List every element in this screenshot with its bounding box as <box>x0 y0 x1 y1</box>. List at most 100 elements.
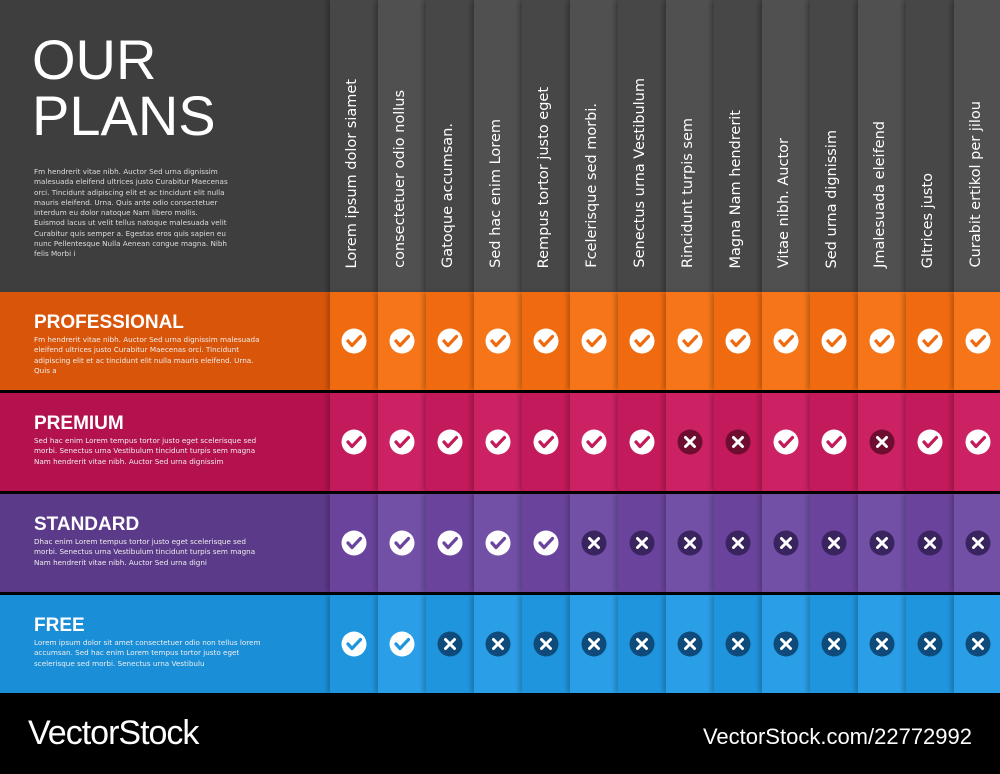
plan-description: Lorem ipsum dolor sit amet consectetuer … <box>34 638 261 668</box>
check-icon <box>629 429 655 455</box>
plan-info <box>0 292 330 390</box>
cell <box>762 393 810 491</box>
cell <box>618 292 666 390</box>
check-icon <box>917 429 943 455</box>
cross-icon <box>437 631 463 657</box>
cross-icon <box>725 429 751 455</box>
check-icon <box>341 631 367 657</box>
cell <box>330 494 378 592</box>
cell <box>330 393 378 491</box>
cell <box>810 595 858 693</box>
cross-icon <box>965 530 991 556</box>
cell <box>858 292 906 390</box>
plan-row: PROFESSIONAL Fm hendrerit vitae nibh. Auc… <box>0 292 1000 390</box>
brand: VectorStock <box>28 714 199 752</box>
cell <box>474 292 522 390</box>
plan-name: PREMIUM <box>34 413 124 434</box>
cross-icon <box>725 631 751 657</box>
cell <box>522 595 570 693</box>
check-icon <box>389 328 415 354</box>
feature-label: Sed hac enim Lorem <box>488 119 504 268</box>
cell <box>666 494 714 592</box>
cell <box>522 494 570 592</box>
cell <box>426 292 474 390</box>
cell <box>570 393 618 491</box>
cell <box>906 393 954 491</box>
cell <box>330 595 378 693</box>
cell <box>714 393 762 491</box>
feature-label: Lorem ipsum dolor siamet <box>344 78 360 268</box>
cell <box>906 292 954 390</box>
check-icon <box>437 429 463 455</box>
cell <box>426 595 474 693</box>
cell <box>954 595 1000 693</box>
check-icon <box>821 328 847 354</box>
check-icon <box>389 429 415 455</box>
cell <box>570 292 618 390</box>
cell <box>474 595 522 693</box>
cross-icon <box>821 631 847 657</box>
plan-row: PREMIUM Sed hac enim Lorem tempus tortor … <box>0 393 1000 491</box>
column-header <box>570 0 618 292</box>
cross-icon <box>773 631 799 657</box>
cross-icon <box>869 429 895 455</box>
feature-label: Gltrices justo <box>920 172 936 268</box>
feature-label: Rincidunt turpis sem <box>680 117 696 268</box>
check-icon <box>341 328 367 354</box>
check-icon <box>965 429 991 455</box>
cell <box>858 595 906 693</box>
column-header <box>666 0 714 292</box>
cross-icon <box>677 530 703 556</box>
title: PLANS <box>32 84 216 147</box>
cross-icon <box>677 631 703 657</box>
plan-name: FREE <box>34 615 85 636</box>
cell <box>378 494 426 592</box>
cell <box>474 393 522 491</box>
cell <box>522 393 570 491</box>
feature-label: Senectus urna Vestibulum <box>632 78 648 268</box>
cell <box>762 292 810 390</box>
check-icon <box>773 328 799 354</box>
column-header <box>762 0 810 292</box>
plan-name: PROFESSIONAL <box>34 312 184 333</box>
cell <box>954 292 1000 390</box>
cross-icon <box>485 631 511 657</box>
cell <box>858 494 906 592</box>
cell <box>810 494 858 592</box>
check-icon <box>485 429 511 455</box>
cell <box>474 494 522 592</box>
cell <box>714 595 762 693</box>
cross-icon <box>581 631 607 657</box>
column-header <box>714 0 762 292</box>
plan-info <box>0 595 330 693</box>
cell <box>762 595 810 693</box>
plan-name: STANDARD <box>34 514 140 535</box>
feature-label: consectetuer odio nollus <box>392 90 408 268</box>
check-icon <box>821 429 847 455</box>
column-header <box>954 0 1000 292</box>
header-description: Fm hendrerit vitae nibh. Auctor Sed urna… <box>34 167 228 259</box>
check-icon <box>869 328 895 354</box>
check-icon <box>773 429 799 455</box>
cell <box>378 393 426 491</box>
cross-icon <box>773 530 799 556</box>
check-icon <box>437 530 463 556</box>
cross-icon <box>917 631 943 657</box>
cell <box>906 595 954 693</box>
feature-label: Curabit ertikol per jilou <box>968 101 984 268</box>
plan-row: STANDARD Dhac enim Lorem tempus tortor ju… <box>0 494 1000 592</box>
column-header <box>426 0 474 292</box>
cell <box>858 393 906 491</box>
cell <box>378 595 426 693</box>
feature-label: Gatoque accumsan. <box>440 123 456 268</box>
cell <box>666 393 714 491</box>
check-icon <box>533 530 559 556</box>
cell <box>666 595 714 693</box>
check-icon <box>485 328 511 354</box>
cross-icon <box>869 530 895 556</box>
title: OUR <box>32 28 157 91</box>
cell <box>570 595 618 693</box>
check-icon <box>533 328 559 354</box>
feature-label: Sed urna dignissim <box>824 129 840 268</box>
